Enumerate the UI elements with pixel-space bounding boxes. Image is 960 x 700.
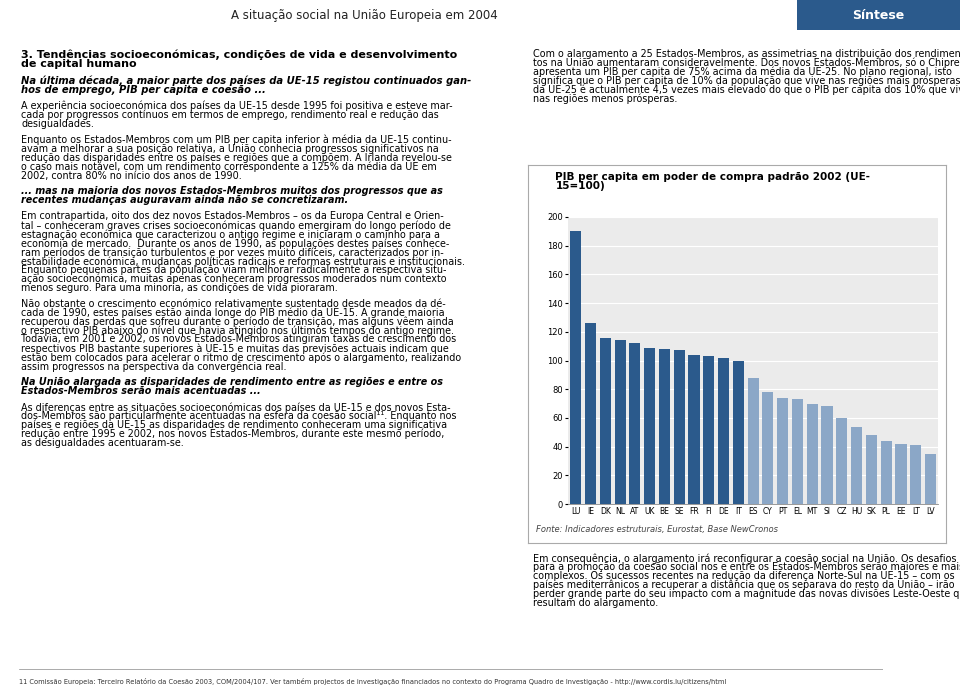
Text: as desigualdades acentuaram-se.: as desigualdades acentuaram-se. — [21, 438, 184, 448]
Bar — [718, 358, 729, 504]
Text: desigualdades.: desigualdades. — [21, 119, 94, 129]
Bar — [910, 445, 922, 504]
Bar — [896, 444, 906, 504]
Text: o caso mais notável, com um rendimento correspondente a 125% da média da UE em: o caso mais notável, com um rendimento c… — [21, 162, 437, 172]
Text: Em contrapartida, oito dos dez novos Estados-Membros – os da Europa Central e Or: Em contrapartida, oito dos dez novos Est… — [21, 211, 444, 221]
Bar — [806, 403, 818, 504]
Text: tos na União aumentaram consideravelmente. Dos novos Estados-Membros, só o Chipr: tos na União aumentaram consideravelment… — [533, 58, 959, 69]
Text: da UE-25 é actualmente 4,5 vezes mais elevado do que o PIB per capita dos 10% qu: da UE-25 é actualmente 4,5 vezes mais el… — [533, 85, 960, 95]
Text: 2002, contra 80% no início dos anos de 1990.: 2002, contra 80% no início dos anos de 1… — [21, 171, 242, 181]
Bar — [630, 343, 640, 504]
Text: ação socioeconómica, muitas apenas conheceram progressos moderados num contexto: ação socioeconómica, muitas apenas conhe… — [21, 274, 446, 284]
Text: economia de mercado.  Durante os anos de 1990, as populações destes países conhe: economia de mercado. Durante os anos de … — [21, 238, 449, 248]
Bar — [614, 340, 626, 504]
Text: Na União alargada as disparidades de rendimento entre as regiões e entre os: Na União alargada as disparidades de ren… — [21, 377, 444, 387]
Text: recentes mudanças auguravam ainda não se concretizaram.: recentes mudanças auguravam ainda não se… — [21, 195, 348, 205]
Bar — [748, 378, 758, 504]
Text: 15=100): 15=100) — [555, 181, 605, 191]
Text: redução entre 1995 e 2002, nos novos Estados-Membros, durante este mesmo período: redução entre 1995 e 2002, nos novos Est… — [21, 429, 444, 440]
Text: Em consequência, o alargamento irá reconfigurar a coesão social na União. Os des: Em consequência, o alargamento irá recon… — [533, 553, 956, 564]
Text: hos de emprego, PIB per capita e coesão ...: hos de emprego, PIB per capita e coesão … — [21, 85, 266, 95]
Text: Enquanto pequenas partes da população viam melhorar radicalmente a respectiva si: Enquanto pequenas partes da população vi… — [21, 265, 446, 275]
Bar — [822, 407, 832, 504]
Bar — [797, 0, 960, 30]
Text: assim progressos na perspectiva da convergência real.: assim progressos na perspectiva da conve… — [21, 361, 287, 372]
Bar — [792, 399, 803, 504]
Text: 11 Comissão Europeia: Terceiro Relatório da Coesão 2003, COM/2004/107. Ver també: 11 Comissão Europeia: Terceiro Relatório… — [19, 678, 727, 685]
Bar — [659, 349, 670, 504]
Bar — [762, 392, 774, 504]
Text: resultam do alargamento.: resultam do alargamento. — [533, 598, 658, 608]
Text: o respectivo PIB abaixo do nível que havia atingido nos últimos tempos do antigo: o respectivo PIB abaixo do nível que hav… — [21, 326, 454, 336]
Text: Com o alargamento a 25 Estados-Membros, as assimetrias na distribuição dos rendi: Com o alargamento a 25 Estados-Membros, … — [533, 49, 960, 59]
Text: redução das disparidades entre os países e regiões que a compõem. A Irlanda reve: redução das disparidades entre os países… — [21, 153, 452, 163]
Text: A situação social na União Europeia em 2004: A situação social na União Europeia em 2… — [231, 8, 498, 22]
Text: Na última década, a maior parte dos países da UE-15 registou continuados gan-: Na última década, a maior parte dos país… — [21, 76, 471, 86]
Text: Enquanto os Estados-Membros com um PIB per capita inferior à média da UE-15 cont: Enquanto os Estados-Membros com um PIB p… — [21, 135, 452, 146]
Text: estabilidade económica, mudanças políticas radicais e reformas estruturais e ins: estabilidade económica, mudanças polític… — [21, 256, 465, 267]
Text: PIB per capita em poder de compra padrão 2002 (UE-: PIB per capita em poder de compra padrão… — [555, 172, 871, 181]
Bar — [688, 355, 700, 504]
Text: ram períodos de transição turbulentos e por vezes muito difíceis, caracterizados: ram períodos de transição turbulentos e … — [21, 247, 444, 258]
Bar — [600, 337, 611, 504]
Bar — [732, 360, 744, 504]
Text: Estados-Membros serão mais acentuadas ...: Estados-Membros serão mais acentuadas ..… — [21, 386, 261, 396]
Text: recuperou das perdas que sofreu durante o período de transição, mas alguns vêem : recuperou das perdas que sofreu durante … — [21, 316, 454, 327]
Bar — [836, 418, 848, 504]
Text: 3: 3 — [538, 171, 544, 181]
Text: menos seguro. Para uma minoria, as condições de vida pioraram.: menos seguro. Para uma minoria, as condi… — [21, 283, 338, 293]
Text: avam a melhorar a sua posição relativa, a União conhecia progressos significativ: avam a melhorar a sua posição relativa, … — [21, 144, 439, 154]
Bar — [674, 351, 684, 504]
Text: estagnação económica que caracterizou o antigo regime e iniciaram o caminho para: estagnação económica que caracterizou o … — [21, 229, 440, 239]
Text: países mediterrânicos a recuperar a distância que os separava do resto da União : países mediterrânicos a recuperar a dist… — [533, 580, 954, 590]
Bar — [852, 426, 862, 504]
Text: dos-Membros são particularmente acentuadas na esfera da coesão social¹¹. Enquant: dos-Membros são particularmente acentuad… — [21, 411, 457, 421]
Text: A experiência socioeconómica dos países da UE-15 desde 1995 foi positiva e estev: A experiência socioeconómica dos países … — [21, 101, 453, 111]
Text: 3. Tendências socioeconómicas, condições de vida e desenvolvimento: 3. Tendências socioeconómicas, condições… — [21, 49, 457, 60]
Text: Todavia, em 2001 e 2002, os novos Estados-Membros atingiram taxas de crescimento: Todavia, em 2001 e 2002, os novos Estado… — [21, 335, 456, 344]
Bar — [704, 356, 714, 504]
Text: cada de 1990, estes países estão ainda longe do PIB médio da UE-15. A grande mai: cada de 1990, estes países estão ainda l… — [21, 308, 444, 318]
Text: As diferenças entre as situações socioeconómicas dos países da UE-15 e dos novos: As diferenças entre as situações socioec… — [21, 402, 451, 412]
Text: Fonte: Indicadores estruturais, Eurostat, Base NewCronos: Fonte: Indicadores estruturais, Eurostat… — [536, 525, 778, 534]
Bar — [925, 454, 936, 504]
Text: de capital humano: de capital humano — [21, 60, 136, 69]
Text: Síntese: Síntese — [852, 8, 904, 22]
Text: 11: 11 — [919, 678, 939, 694]
Text: apresenta um PIB per capita de 75% acima da média da UE-25. No plano regional, i: apresenta um PIB per capita de 75% acima… — [533, 67, 951, 78]
Text: significa que o PIB per capita de 10% da população que vive nas regiões mais pró: significa que o PIB per capita de 10% da… — [533, 76, 960, 86]
Text: ... mas na maioria dos novos Estados-Membros muitos dos progressos que as: ... mas na maioria dos novos Estados-Mem… — [21, 186, 443, 197]
Text: Não obstante o crescimento económico relativamente sustentado desde meados da dé: Não obstante o crescimento económico rel… — [21, 299, 445, 309]
Text: países e regiões da UE-15 as disparidades de rendimento conheceram uma significa: países e regiões da UE-15 as disparidade… — [21, 420, 447, 430]
Bar — [644, 348, 655, 504]
Text: tal – conheceram graves crises socioeconómicas quando emergiram do longo período: tal – conheceram graves crises socioecon… — [21, 220, 451, 231]
Bar — [866, 435, 876, 504]
Bar — [778, 398, 788, 504]
Bar — [880, 441, 892, 504]
Bar — [585, 323, 596, 504]
Text: nas regiões menos prósperas.: nas regiões menos prósperas. — [533, 94, 677, 104]
Text: perder grande parte do seu impacto com a magnitude das novas divisões Leste-Oest: perder grande parte do seu impacto com a… — [533, 589, 960, 598]
Text: complexos. Os sucessos recentes na redução da diferença Norte-Sul na UE-15 – com: complexos. Os sucessos recentes na reduç… — [533, 571, 954, 581]
Text: para a promoção da coesão social nos e entre os Estados-Membros serão maiores e : para a promoção da coesão social nos e e… — [533, 562, 960, 572]
Text: respectivos PIB bastante superiores à UE-15 e muitas das previsões actuais indic: respectivos PIB bastante superiores à UE… — [21, 344, 449, 354]
Text: estão bem colocados para acelerar o ritmo de crescimento após o alargamento, rea: estão bem colocados para acelerar o ritm… — [21, 352, 462, 363]
Text: cada por progressos contínuos em termos de emprego, rendimento real e redução da: cada por progressos contínuos em termos … — [21, 110, 439, 120]
Bar — [570, 231, 581, 504]
